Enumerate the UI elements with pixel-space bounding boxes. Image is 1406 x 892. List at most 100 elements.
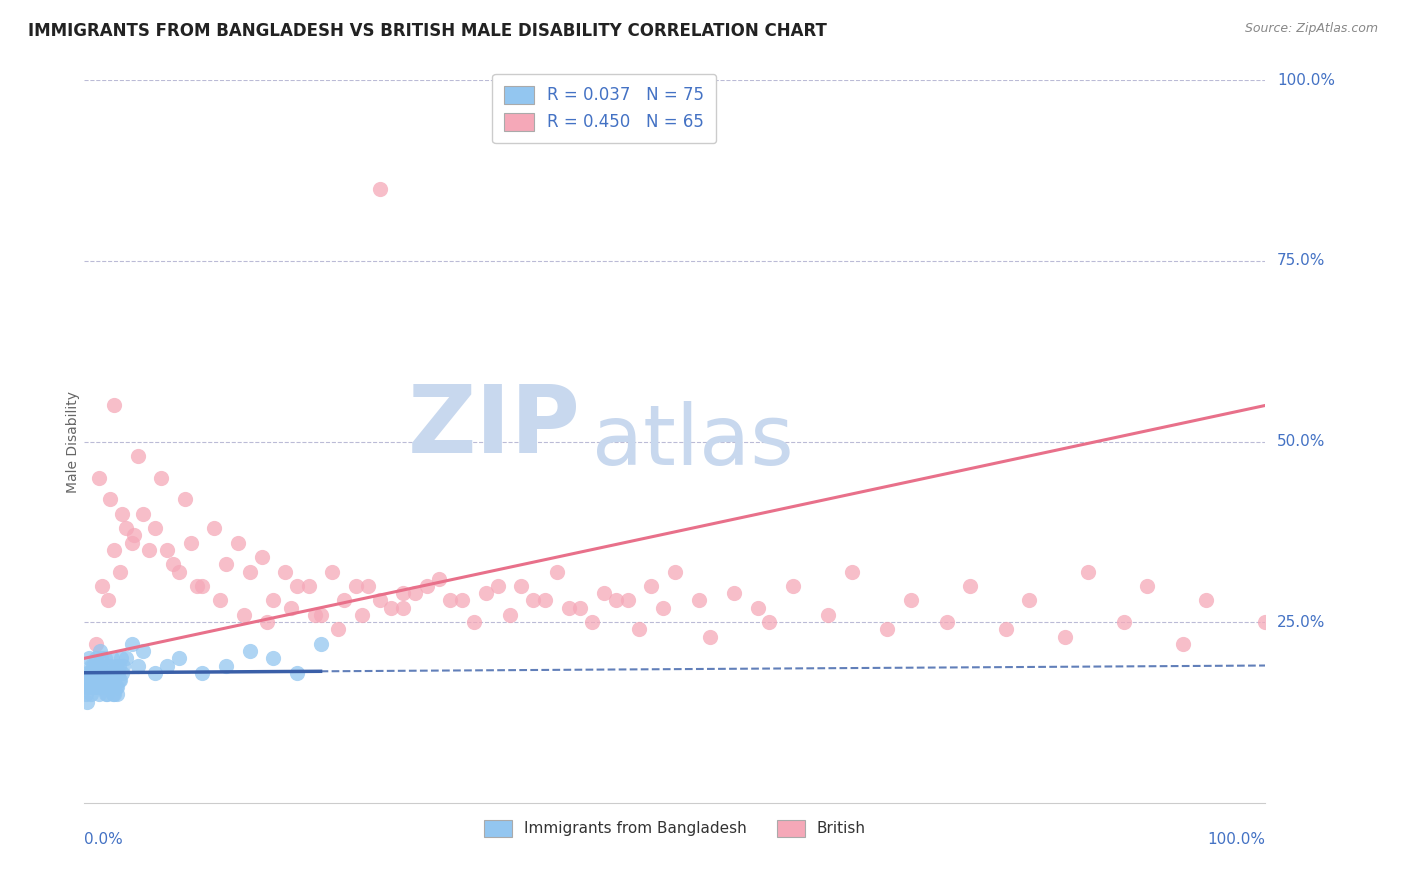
Point (91, 579, 114, 593)
Point (522, 593, 544, 607)
Point (285, 665, 308, 680)
Point (215, 558, 238, 572)
Point (82, 658, 104, 673)
Point (94, 651, 117, 665)
Point (274, 565, 297, 579)
Point (90, 673, 112, 687)
Point (91, 665, 114, 680)
Point (876, 623, 898, 637)
Point (132, 644, 155, 658)
Point (652, 600, 675, 615)
Point (86, 665, 108, 680)
Point (90, 651, 112, 665)
Point (91, 665, 114, 680)
Point (747, 600, 769, 615)
Text: IMMIGRANTS FROM BANGLADESH VS BRITISH MALE DISABILITY CORRELATION CHART: IMMIGRANTS FROM BANGLADESH VS BRITISH MA… (28, 22, 827, 40)
Point (150, 471, 173, 485)
Point (262, 593, 284, 607)
Point (103, 398, 125, 412)
Legend: Immigrants from Bangladesh, British: Immigrants from Bangladesh, British (475, 811, 875, 846)
Text: 100.0%: 100.0% (1208, 831, 1265, 847)
Point (262, 651, 284, 665)
Point (103, 687, 125, 701)
Point (82, 665, 104, 680)
Point (232, 607, 254, 622)
Point (111, 665, 134, 680)
Point (114, 651, 136, 665)
Point (475, 586, 498, 600)
Point (191, 579, 214, 593)
Point (451, 593, 474, 607)
Point (98, 492, 121, 507)
Point (93, 680, 115, 694)
Point (75, 687, 97, 701)
Point (463, 615, 485, 630)
Point (841, 565, 863, 579)
Point (510, 579, 533, 593)
Point (105, 680, 128, 694)
Point (546, 565, 568, 579)
Point (101, 673, 124, 687)
Point (80, 658, 103, 673)
Point (103, 673, 125, 687)
Point (333, 593, 356, 607)
Point (202, 521, 225, 535)
Point (593, 586, 616, 600)
Point (309, 607, 332, 622)
Point (605, 593, 627, 607)
Point (186, 579, 208, 593)
Point (699, 630, 721, 644)
Point (1112, 615, 1135, 630)
Point (96, 658, 118, 673)
Point (226, 535, 249, 549)
Point (557, 600, 579, 615)
Point (108, 673, 131, 687)
Point (75, 680, 97, 694)
Point (84, 680, 107, 694)
Point (935, 615, 957, 630)
Text: 75.0%: 75.0% (1277, 253, 1326, 268)
Point (107, 665, 129, 680)
Point (91, 680, 114, 694)
Text: 50.0%: 50.0% (1277, 434, 1326, 449)
Point (380, 600, 402, 615)
Point (121, 535, 143, 549)
Point (132, 507, 155, 521)
Point (104, 665, 127, 680)
Point (87, 673, 110, 687)
Point (416, 579, 439, 593)
Point (143, 665, 166, 680)
Point (368, 593, 391, 607)
Point (87, 687, 111, 701)
Point (664, 565, 686, 579)
Point (309, 637, 332, 651)
Point (89, 658, 111, 673)
Point (404, 586, 426, 600)
Point (108, 565, 131, 579)
Point (486, 579, 509, 593)
Text: Source: ZipAtlas.com: Source: ZipAtlas.com (1244, 22, 1378, 36)
Point (121, 637, 143, 651)
Point (105, 680, 128, 694)
Text: 25.0%: 25.0% (1277, 615, 1326, 630)
Point (167, 565, 190, 579)
Point (138, 542, 160, 557)
Point (321, 565, 343, 579)
Point (581, 615, 603, 630)
Point (180, 535, 202, 549)
Point (127, 449, 149, 463)
Point (1136, 579, 1159, 593)
Point (83, 673, 105, 687)
Point (80, 680, 103, 694)
Point (94, 687, 117, 701)
Point (250, 550, 273, 565)
Point (640, 579, 662, 593)
Text: 0.0%: 0.0% (84, 831, 124, 847)
Point (959, 579, 981, 593)
Point (104, 658, 127, 673)
Text: ZIP: ZIP (408, 381, 581, 473)
Point (111, 507, 134, 521)
Point (162, 558, 184, 572)
Point (100, 651, 122, 665)
Point (439, 593, 461, 607)
